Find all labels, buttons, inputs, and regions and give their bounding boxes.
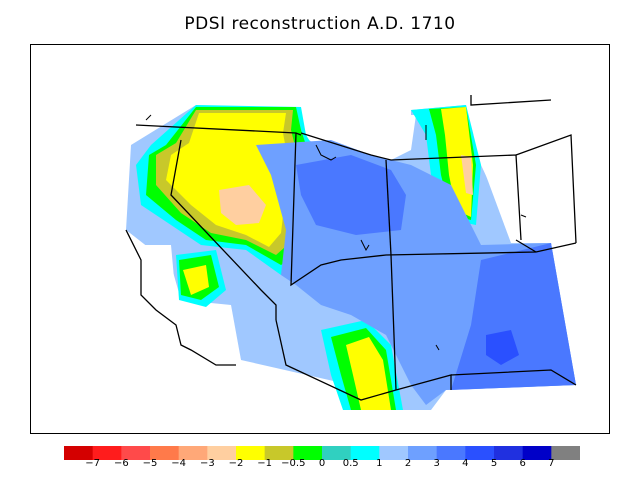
colorbar-cell: [379, 446, 409, 460]
colorbar-cell: [264, 446, 294, 460]
state-boundaries: [125, 95, 577, 401]
colorbar-tick-label: 0: [318, 458, 326, 469]
colorbar-cell: [350, 446, 380, 460]
colorbar-cell: [293, 446, 323, 460]
colorbar-tick-label: −0.5: [281, 458, 306, 469]
pdsi-map: [125, 95, 577, 410]
map-title: PDSI reconstruction A.D. 1710: [184, 14, 456, 34]
colorbar-cell: [64, 446, 94, 460]
colorbar-cell: [436, 446, 466, 460]
colorbar-tick-label: 7: [548, 458, 555, 469]
colorbar-tick-label: −2: [228, 458, 244, 469]
colorbar-tick-label: 4: [462, 458, 469, 469]
colorbar-cell: [236, 446, 266, 460]
colorbar-tick-label: −1: [257, 458, 273, 469]
colorbar-tick-label: −6: [113, 458, 129, 469]
colorbar-cell: [494, 446, 524, 460]
colorbar-cell: [551, 446, 580, 460]
colorbar-tick-label: 0.5: [342, 458, 359, 469]
colorbar-tick-label: −4: [171, 458, 187, 469]
colorbar-tick-label: 3: [433, 458, 440, 469]
colorbar-cell: [121, 446, 151, 460]
colorbar-tick-label: −7: [85, 458, 101, 469]
colorbar-tick-label: 6: [519, 458, 526, 469]
colorbar-tick-label: −5: [142, 458, 158, 469]
colorbar-cell: [465, 446, 495, 460]
colorbar-cell: [408, 446, 438, 460]
colorbar-tick-label: 5: [490, 458, 498, 469]
colorbar-tick-label: 1: [376, 458, 383, 469]
map-frame: [30, 44, 610, 434]
colorbar-cell: [207, 446, 237, 460]
colorbar-cell: [522, 446, 552, 460]
colorbar-cell: [150, 446, 180, 460]
colorbar-cell: [322, 446, 352, 460]
colorbar-cell: [92, 446, 122, 460]
colorbar-tick-label: −3: [199, 458, 215, 469]
colorbar: [64, 446, 580, 460]
colorbar-cell: [178, 446, 208, 460]
colorbar-tick-label: 2: [404, 458, 412, 469]
pdsi-peach-north: [219, 185, 266, 225]
